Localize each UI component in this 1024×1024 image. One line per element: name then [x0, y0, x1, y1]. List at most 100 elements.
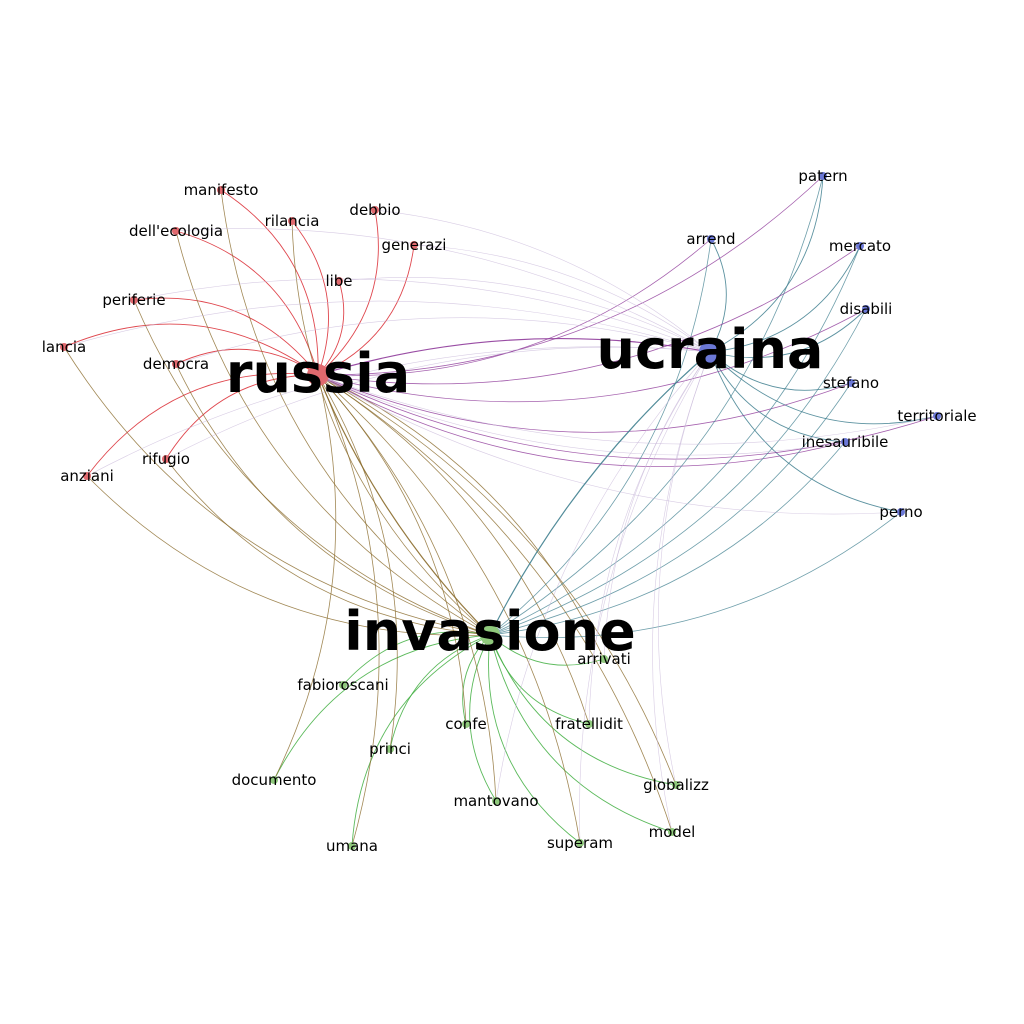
edge-russia-debbio [317, 209, 379, 376]
edge-faint-ucraina-periferie [133, 278, 711, 353]
edge-faint-russia-perno [317, 374, 902, 515]
edge-invasione-mantovano [469, 634, 497, 802]
node-label-inesauribile: inesauribile [802, 433, 889, 451]
edge-russia-democra [175, 348, 319, 376]
edge-russia-lancia [63, 323, 319, 376]
node-label-arrend: arrend [686, 230, 735, 248]
edge-invasione-globalizz [489, 634, 677, 786]
node-label-fratellidit: fratellidit [555, 715, 623, 733]
node-model [668, 828, 676, 836]
node-perno [897, 508, 905, 516]
node-label-arrivati: arrivati [577, 650, 631, 668]
edge-faint-ucraina-fratellidit [588, 351, 711, 725]
edge-russia-libe [317, 280, 345, 376]
node-label-umana: umana [326, 837, 378, 855]
edge-russia-inesauribile [317, 374, 846, 467]
edge-invasione-mercato [489, 245, 861, 636]
node-label-anziani: anziani [60, 467, 114, 485]
edge-invasione-periferie [133, 299, 491, 636]
node-fabioroscani [339, 681, 347, 689]
graph-labels: manifesto dell'ecologia rilancia debbio gene… [42, 167, 977, 855]
edge-invasione-rifugio [165, 458, 491, 636]
node-label-periferie: periferie [102, 291, 165, 309]
edge-russia-fratellidit [317, 374, 590, 725]
edge-invasione-manifesto [220, 189, 491, 636]
edge-invasione-princi [389, 634, 491, 750]
edge-faint-ucraina-democra [175, 317, 711, 365]
hub-node-russia [307, 364, 329, 386]
edge-faint-ucraina-arrivati [603, 351, 711, 660]
node-stefano [847, 379, 855, 387]
edge-ucraina-invasione [489, 351, 711, 636]
edge-invasione-patern [489, 175, 824, 636]
node-superam [576, 839, 584, 847]
edge-russia-generazi [317, 244, 415, 376]
edge-russia-superam [317, 374, 581, 844]
edge-russia-mercato [317, 245, 861, 385]
node-label-lancia: lancia [42, 338, 86, 356]
node-periferie [130, 296, 138, 304]
edge-faint-ucraina-debbio [374, 209, 711, 353]
edge-russia-anziani [86, 373, 319, 477]
node-label-superam: superam [547, 834, 613, 852]
node-label-mantovano: mantovano [453, 792, 538, 810]
edge-russia-rilancia [291, 220, 329, 376]
edge-faint-ucraina-rifugio [165, 346, 711, 460]
edge-russia-umana [317, 374, 380, 847]
node-princi [386, 745, 394, 753]
node-mercato [856, 242, 864, 250]
node-lancia [60, 343, 68, 351]
edge-ucraina-mercato [709, 245, 861, 353]
edge-ucraina-territoriale [709, 351, 938, 425]
node-label-territoriale: territoriale [897, 407, 976, 425]
node-label-perno: perno [879, 503, 922, 521]
node-rifugio [162, 455, 170, 463]
node-arrivati [600, 655, 608, 663]
edge-ucraina-disabili [709, 308, 867, 358]
edge-russia-rifugio [165, 374, 319, 460]
node-disabili [862, 305, 870, 313]
hub-label-ucraina: ucraina [597, 318, 824, 381]
node-label-debbio: debbio [349, 201, 400, 219]
node-debbio [371, 206, 379, 214]
node-mantovano [492, 797, 500, 805]
edge-invasione-superam [488, 634, 581, 844]
edge-russia-confe [317, 374, 467, 725]
edge-russia-arrivati [317, 374, 605, 660]
edge-invasione-democra [175, 363, 491, 636]
node-label-generazi: generazi [382, 236, 447, 254]
edge-russia-princi [317, 374, 398, 750]
edge-faint-ucraina-generazi [413, 244, 711, 353]
node-label-princi: princi [369, 740, 411, 758]
edge-faint-russia-inesauribile [317, 374, 846, 456]
node-dellecologia [172, 227, 180, 235]
edge-faint-ucraina-superam [579, 351, 711, 844]
node-label-documento: documento [232, 771, 317, 789]
edge-russia-disabili [317, 308, 867, 403]
edge-invasione-umana [351, 634, 491, 847]
node-democra [172, 360, 180, 368]
node-libe [335, 277, 343, 285]
hub-label-invasione: invasione [344, 600, 635, 663]
edge-ucraina-arrend [709, 238, 727, 353]
node-globalizz [672, 781, 680, 789]
edge-invasione-model [489, 634, 673, 833]
node-label-rilancia: rilancia [265, 212, 320, 230]
node-label-model: model [649, 823, 696, 841]
node-patern [819, 172, 827, 180]
node-label-democra: democra [143, 355, 209, 373]
node-label-confe: confe [445, 715, 486, 733]
edge-russia-model [317, 374, 673, 833]
graph-edges [63, 175, 938, 847]
node-rilancia [288, 217, 296, 225]
edge-invasione-perno [489, 511, 902, 638]
node-confe [462, 720, 470, 728]
edge-russia-stefano [317, 374, 852, 433]
edge-invasione-confe [462, 634, 491, 725]
node-label-stefano: stefano [823, 374, 879, 392]
node-documento [270, 776, 278, 784]
edge-faint-ucraina-libe [338, 277, 711, 353]
hub-node-ucraina [699, 341, 721, 363]
edge-russia-ucraina [317, 337, 711, 376]
